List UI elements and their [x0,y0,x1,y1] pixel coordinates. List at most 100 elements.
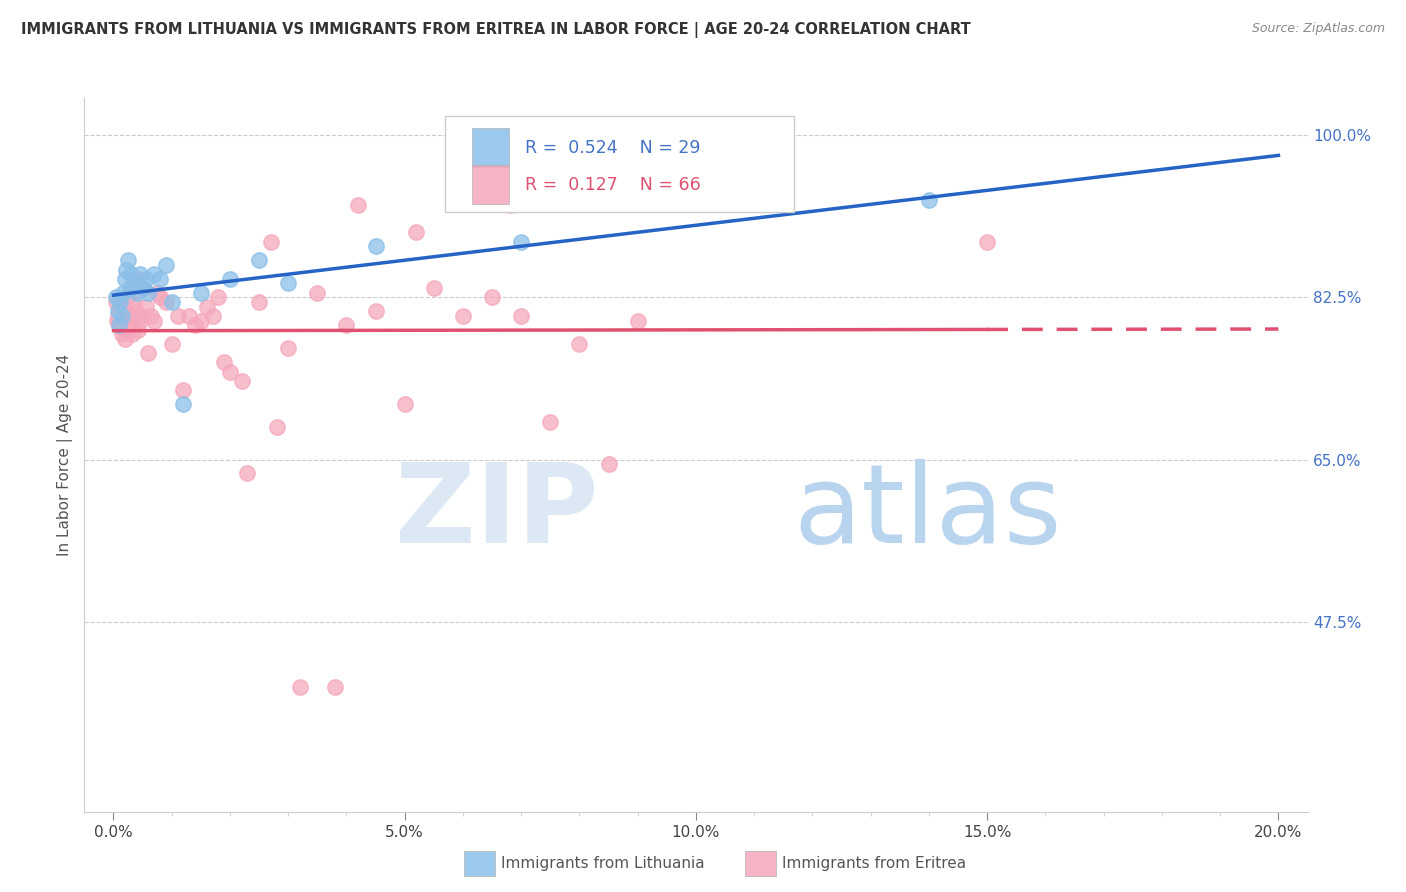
Point [115,304,138,318]
Point [111,313,134,327]
Point [236,467,259,481]
Text: Immigrants from Eritrea: Immigrants from Eritrea [782,856,966,871]
Point [207,290,229,304]
Point [105,290,128,304]
Point [260,235,283,249]
Point [138,285,160,300]
Point [323,680,346,694]
Point [122,295,145,310]
Point [149,272,172,286]
Point [107,304,129,318]
Point [166,309,188,323]
Point [110,295,132,310]
Point [135,272,157,286]
Point [195,300,218,314]
Point [112,285,135,300]
Point [160,336,183,351]
Point [105,313,128,327]
Point [107,309,129,323]
Point [131,281,153,295]
Text: IMMIGRANTS FROM LITHUANIA VS IMMIGRANTS FROM ERITREA IN LABOR FORCE | AGE 20-24 : IMMIGRANTS FROM LITHUANIA VS IMMIGRANTS … [21,22,970,38]
Point [125,285,148,300]
Point [335,318,357,333]
Point [117,290,139,304]
Point [120,267,142,281]
Text: Source: ZipAtlas.com: Source: ZipAtlas.com [1251,22,1385,36]
Point [266,420,288,434]
Point [118,281,141,295]
Text: R =  0.524    N = 29: R = 0.524 N = 29 [524,139,700,157]
Point [131,309,153,323]
Point [481,290,503,304]
Point [122,277,145,291]
Point [219,364,242,378]
Point [918,193,941,207]
Point [423,281,446,295]
Point [201,309,224,323]
Point [510,235,533,249]
Point [976,235,998,249]
Point [160,295,183,310]
Point [115,262,138,277]
Point [247,295,270,310]
Point [128,267,150,281]
Point [141,309,163,323]
Point [118,281,141,295]
FancyBboxPatch shape [446,116,794,212]
Point [121,327,143,342]
Point [146,285,169,300]
Point [451,309,474,323]
Point [522,193,544,207]
Point [627,313,650,327]
FancyBboxPatch shape [472,128,509,168]
Point [117,309,139,323]
Point [125,272,148,286]
Point [172,397,194,411]
Point [172,383,194,397]
Point [364,239,387,253]
Point [307,285,329,300]
Point [277,342,299,356]
Point [143,267,166,281]
Point [510,309,533,323]
Point [120,318,142,333]
Point [135,300,157,314]
Point [112,323,135,337]
Point [219,272,242,286]
Y-axis label: In Labor Force | Age 20-24: In Labor Force | Age 20-24 [58,354,73,556]
Point [498,197,520,211]
Point [247,253,270,268]
Point [143,313,166,327]
Point [405,226,427,240]
Point [155,258,177,272]
Point [190,313,212,327]
Point [190,285,212,300]
Text: atlas: atlas [794,458,1063,566]
Point [347,197,370,211]
Point [108,318,131,333]
Point [114,272,136,286]
Point [179,309,201,323]
Point [114,332,136,346]
Point [212,355,235,369]
Point [110,300,132,314]
Point [394,397,416,411]
Point [231,374,253,388]
Point [568,336,591,351]
Point [184,318,207,333]
Point [149,290,172,304]
Point [288,680,311,694]
Point [111,309,134,323]
Point [108,318,131,333]
Point [131,281,153,295]
Text: ZIP: ZIP [395,458,598,566]
Point [111,327,134,342]
Point [538,416,561,430]
Point [598,457,620,471]
Point [277,277,299,291]
Text: Immigrants from Lithuania: Immigrants from Lithuania [501,856,704,871]
Point [124,309,146,323]
Point [138,346,160,360]
Point [128,313,150,327]
Point [364,304,387,318]
